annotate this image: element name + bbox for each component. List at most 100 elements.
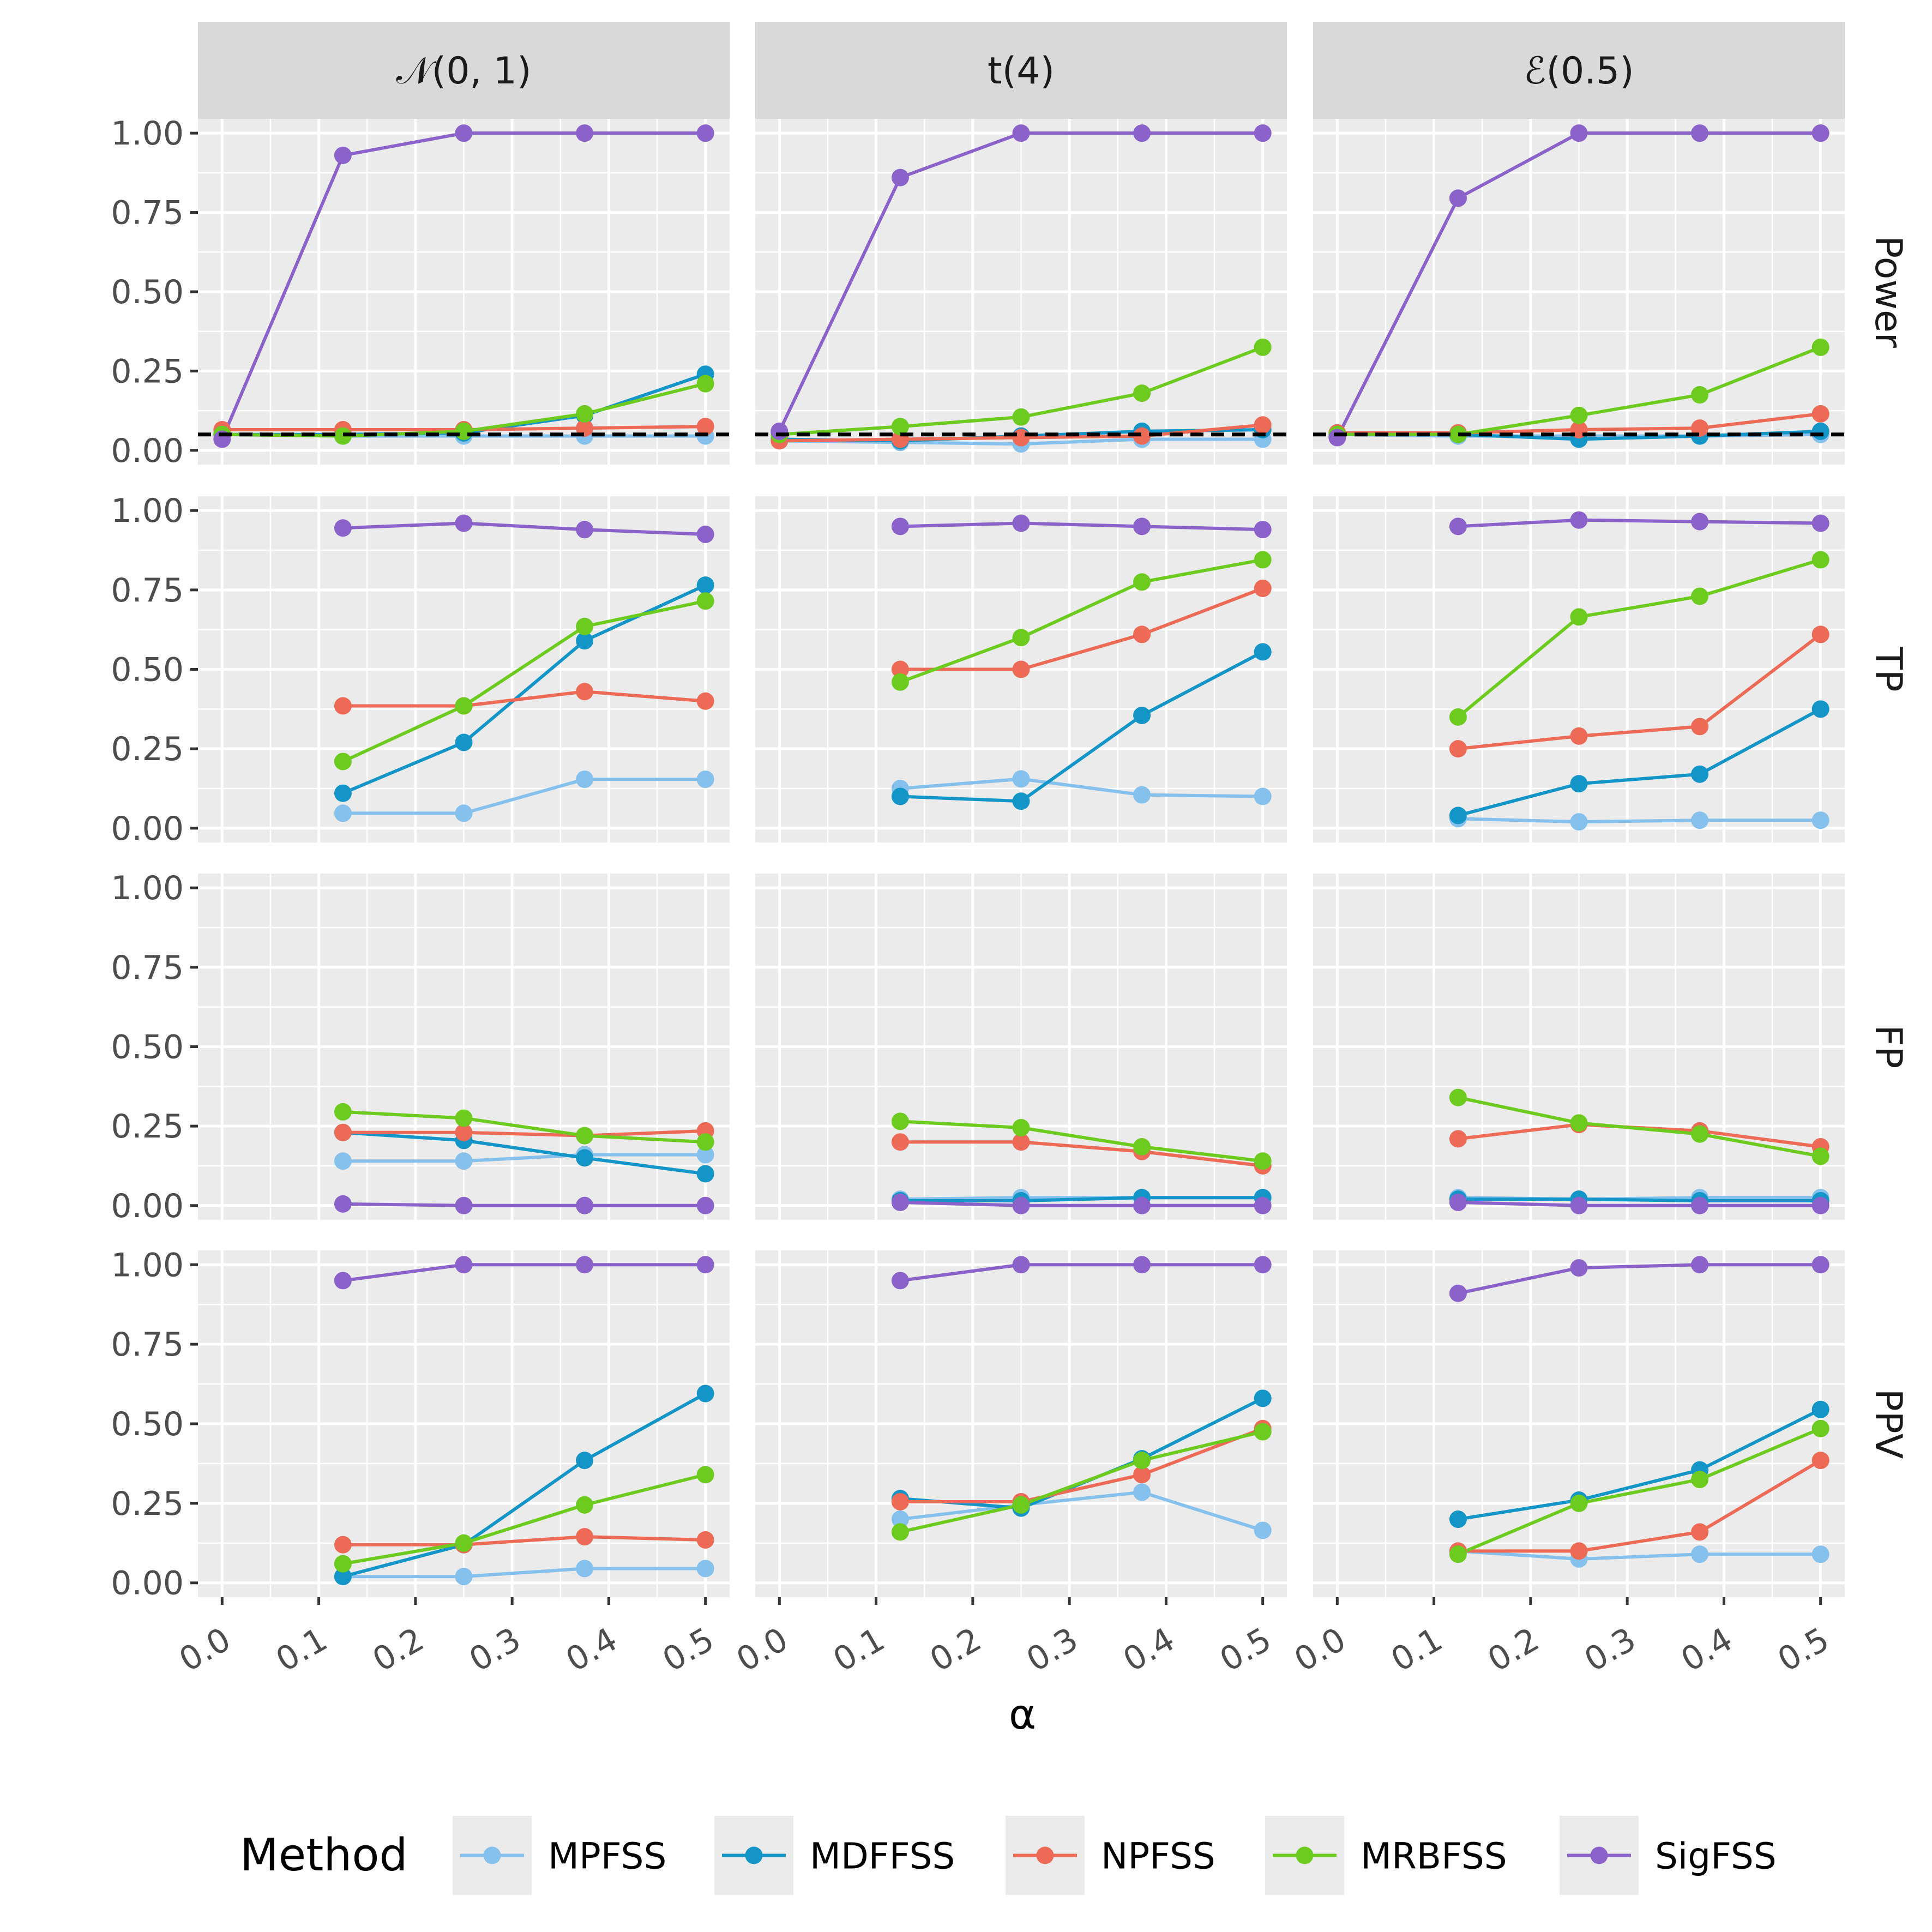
data-point-mpfss	[1691, 811, 1709, 829]
series-line-mpfss	[1458, 1549, 1821, 1561]
y-tick-label: 1.00	[111, 869, 184, 907]
y-tick-label: 0.75	[111, 194, 184, 232]
legend: Method MPFSS MDFFSS NPFSS MRBFSS SigFSS	[240, 1816, 1777, 1895]
data-point-npfss	[1254, 416, 1272, 434]
y-tick-label: 0.75	[111, 571, 184, 610]
data-point-mrbfss	[1449, 425, 1467, 443]
data-point-mpfss	[1133, 1483, 1151, 1501]
x-tick-label: 0.2	[924, 1620, 988, 1679]
series-line-mrbfss	[900, 1120, 1263, 1163]
column-strip-label: ℰ(0.5)	[1524, 50, 1634, 93]
data-point-mdffss	[1811, 422, 1829, 440]
y-tick-label: 0.25	[111, 730, 184, 768]
x-tick-label: 0.1	[269, 1620, 334, 1679]
data-point-npfss	[576, 419, 594, 437]
panel-series-fp-col1	[334, 1103, 714, 1214]
data-point-mpfss	[696, 1146, 714, 1164]
data-point-mpfss	[891, 1510, 909, 1528]
data-point-mrbfss	[1811, 551, 1829, 569]
data-point-mdffss	[334, 784, 352, 802]
y-tick-label: 0.50	[111, 273, 184, 311]
data-point-mrbfss	[891, 418, 909, 436]
x-tick-label: 0.5	[1214, 1620, 1278, 1679]
data-point-sigfss	[576, 124, 594, 142]
legend-item-sigfss: SigFSS	[1560, 1816, 1777, 1895]
legend-item-mdffss: MDFFSS	[714, 1816, 955, 1895]
data-point-npfss	[1691, 718, 1709, 736]
data-point-npfss	[891, 1492, 909, 1510]
data-point-sigfss	[696, 124, 714, 142]
data-point-mrbfss	[334, 1555, 352, 1573]
series-line-mrbfss	[1456, 558, 1821, 719]
data-point-npfss	[1449, 1130, 1467, 1148]
data-point-mrbfss	[455, 422, 473, 440]
data-point-sigfss	[1328, 429, 1346, 447]
y-tick-label: 1.00	[111, 115, 184, 153]
data-point-sigfss	[1254, 521, 1272, 539]
data-point-mrbfss	[1570, 1494, 1588, 1512]
data-point-sigfss	[1012, 514, 1030, 532]
data-point-mdffss	[1012, 792, 1030, 810]
data-point-mdffss	[696, 1385, 714, 1403]
y-tick-label: 0.00	[111, 810, 184, 848]
legend-key-point	[745, 1846, 763, 1864]
panel-series-fp-col2	[891, 1112, 1272, 1214]
data-point-mdffss	[1811, 1400, 1829, 1418]
y-axes: 0.00 0.25 0.50 0.75 1.00 0.00 0.25 0.50 0.75 1.00…	[111, 115, 198, 1603]
data-point-sigfss	[576, 521, 594, 539]
y-tick-label: 0.00	[111, 1187, 184, 1225]
y-tick-label: 0.75	[111, 949, 184, 987]
legend-item-mpfss: MPFSS	[453, 1816, 666, 1895]
data-point-sigfss	[1012, 1196, 1030, 1214]
data-point-sigfss	[334, 1272, 352, 1290]
x-tick-label: 0.4	[1117, 1620, 1181, 1679]
data-point-npfss	[334, 1123, 352, 1141]
data-point-sigfss	[1133, 1256, 1151, 1274]
data-point-mrbfss	[1449, 1088, 1467, 1106]
data-point-mrbfss	[1133, 1138, 1151, 1156]
strip-background	[198, 22, 730, 119]
data-point-npfss	[1012, 429, 1030, 447]
data-point-sigfss	[771, 422, 789, 440]
data-point-mrbfss	[1811, 338, 1829, 356]
legend-item-npfss: NPFSS	[1006, 1816, 1215, 1895]
data-point-sigfss	[1254, 1256, 1272, 1274]
row-strip-label: TP	[1867, 646, 1910, 692]
data-point-npfss	[1133, 625, 1151, 643]
data-point-mrbfss	[1570, 406, 1588, 424]
series-line-npfss	[900, 1427, 1263, 1503]
data-point-npfss	[576, 1528, 594, 1546]
x-tick-label: 0.3	[1578, 1620, 1642, 1679]
legend-label: NPFSS	[1101, 1835, 1215, 1877]
data-point-mpfss	[1012, 770, 1030, 788]
panel-series-power-col1	[198, 124, 730, 448]
data-point-mrbfss	[1012, 408, 1030, 426]
series-line-npfss	[342, 690, 706, 708]
y-tick-label: 0.00	[111, 1564, 184, 1603]
data-point-sigfss	[334, 519, 352, 537]
panel-series-ppv-col1	[334, 1256, 714, 1586]
data-point-sigfss	[1570, 124, 1588, 142]
data-point-npfss	[1133, 427, 1151, 445]
data-point-mrbfss	[1811, 1147, 1829, 1165]
x-tick-label: 0.0	[730, 1620, 795, 1679]
series-line-mdffss	[1458, 1408, 1822, 1521]
data-point-mrbfss	[1811, 1419, 1829, 1437]
data-point-sigfss	[1570, 511, 1588, 529]
data-point-mpfss	[696, 771, 714, 789]
data-point-mrbfss	[1012, 1496, 1030, 1514]
data-point-sigfss	[1811, 1256, 1829, 1274]
series-line-npfss	[342, 1535, 706, 1546]
data-point-sigfss	[1254, 124, 1272, 142]
series-line-mpfss	[900, 1490, 1263, 1532]
data-point-mdffss	[1449, 1510, 1467, 1528]
data-point-mpfss	[1570, 813, 1588, 831]
data-point-sigfss	[1449, 1193, 1467, 1211]
data-point-mpfss	[455, 1568, 473, 1586]
series-line-mdffss	[1458, 707, 1822, 817]
data-point-sigfss	[1691, 1196, 1709, 1214]
data-point-mrbfss	[455, 1109, 473, 1127]
series-line-mdffss	[1458, 1197, 1821, 1203]
row-strip-label: Power	[1867, 236, 1910, 348]
legend-key-point	[1590, 1846, 1608, 1864]
